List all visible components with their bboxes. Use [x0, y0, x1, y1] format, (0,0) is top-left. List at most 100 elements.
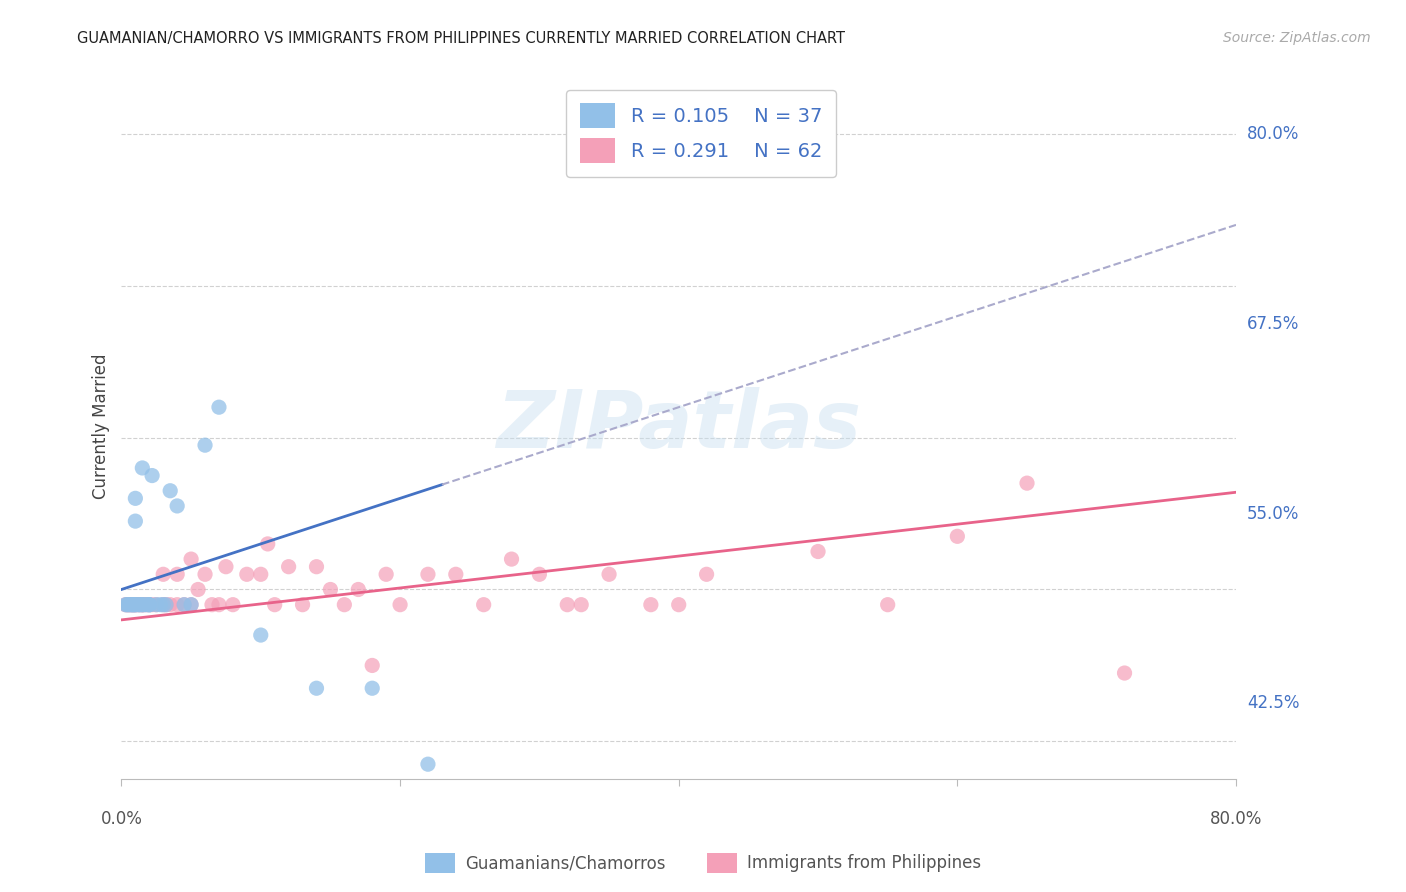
Point [115, 598, 138, 612]
Point [131, 598, 153, 612]
Point [263, 598, 285, 612]
Point [668, 598, 690, 612]
Point [118, 598, 141, 612]
Point [131, 598, 153, 612]
Point [208, 598, 231, 612]
Point [138, 598, 160, 612]
Point [127, 598, 149, 612]
Point [305, 681, 328, 696]
Text: 42.5%: 42.5% [1247, 695, 1299, 713]
Text: ZIPatlas: ZIPatlas [496, 387, 862, 466]
Point [389, 598, 412, 612]
Point [166, 499, 188, 513]
Point [124, 514, 146, 528]
Text: 80.0%: 80.0% [1209, 810, 1263, 828]
Point [159, 598, 181, 612]
Point [416, 757, 439, 772]
Point [124, 598, 146, 612]
Point [132, 598, 155, 612]
Point [128, 598, 150, 612]
Point [444, 567, 467, 582]
Text: 0.0%: 0.0% [100, 810, 142, 828]
Point [194, 438, 217, 452]
Point [416, 567, 439, 582]
Point [138, 598, 160, 612]
Point [347, 582, 370, 597]
Point [361, 681, 384, 696]
Point [122, 598, 145, 612]
Point [141, 468, 163, 483]
Point [131, 598, 153, 612]
Point [114, 598, 136, 612]
Point [529, 567, 551, 582]
Point [876, 598, 898, 612]
Point [132, 598, 155, 612]
Point [120, 598, 142, 612]
Point [640, 598, 662, 612]
Point [124, 598, 146, 612]
Text: 80.0%: 80.0% [1247, 125, 1299, 143]
Point [138, 598, 160, 612]
Point [501, 552, 523, 566]
Point [159, 483, 181, 498]
Point [187, 582, 209, 597]
Point [291, 598, 314, 612]
Point [115, 598, 138, 612]
Point [117, 598, 139, 612]
Point [194, 567, 217, 582]
Point [1015, 476, 1038, 491]
Point [305, 559, 328, 574]
Point [135, 598, 157, 612]
Point [555, 598, 578, 612]
Point [121, 598, 143, 612]
Point [166, 567, 188, 582]
Point [128, 598, 150, 612]
Point [249, 567, 271, 582]
Point [121, 598, 143, 612]
Point [124, 491, 146, 506]
Point [277, 559, 299, 574]
Point [201, 598, 224, 612]
Point [180, 552, 202, 566]
Point [118, 598, 141, 612]
Point [569, 598, 592, 612]
Point [249, 628, 271, 642]
Point [155, 598, 177, 612]
Text: GUAMANIAN/CHAMORRO VS IMMIGRANTS FROM PHILIPPINES CURRENTLY MARRIED CORRELATION : GUAMANIAN/CHAMORRO VS IMMIGRANTS FROM PH… [77, 31, 845, 46]
Point [117, 598, 139, 612]
Point [319, 582, 342, 597]
Point [375, 567, 398, 582]
Point [472, 598, 495, 612]
Point [152, 598, 174, 612]
Point [166, 598, 188, 612]
Point [807, 544, 830, 558]
Point [236, 567, 259, 582]
Point [696, 567, 718, 582]
Point [145, 598, 167, 612]
Point [173, 598, 195, 612]
Text: 55.0%: 55.0% [1247, 505, 1299, 523]
Point [361, 658, 384, 673]
Y-axis label: Currently Married: Currently Married [93, 353, 110, 499]
Point [127, 598, 149, 612]
Point [598, 567, 620, 582]
Point [215, 559, 238, 574]
Point [122, 598, 145, 612]
Text: 67.5%: 67.5% [1247, 315, 1299, 333]
Point [145, 598, 167, 612]
Point [121, 598, 143, 612]
Point [333, 598, 356, 612]
Point [180, 598, 202, 612]
Point [256, 537, 278, 551]
Point [180, 598, 202, 612]
Point [152, 567, 174, 582]
Point [138, 598, 160, 612]
Legend: Guamanians/Chamorros, Immigrants from Philippines: Guamanians/Chamorros, Immigrants from Ph… [418, 847, 988, 880]
Point [152, 598, 174, 612]
Point [946, 529, 969, 543]
Point [149, 598, 172, 612]
Point [124, 598, 146, 612]
Text: Source: ZipAtlas.com: Source: ZipAtlas.com [1223, 31, 1371, 45]
Point [114, 598, 136, 612]
Point [1114, 666, 1136, 681]
